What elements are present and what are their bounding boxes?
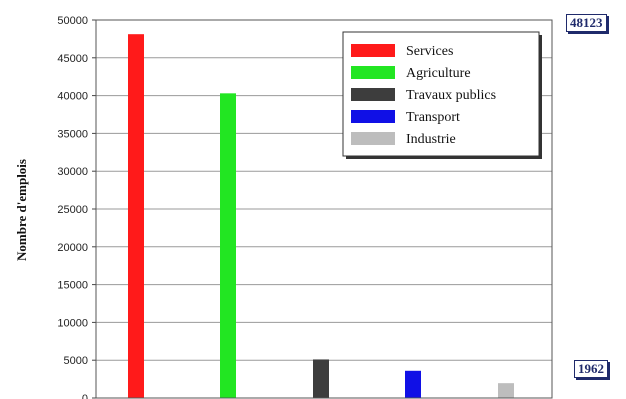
legend-swatch bbox=[351, 132, 395, 145]
legend-label: Travaux publics bbox=[406, 88, 496, 103]
y-tick-label: 20000 bbox=[57, 242, 88, 254]
y-tick-label: 35000 bbox=[57, 128, 88, 140]
y-tick-label: 5000 bbox=[64, 355, 88, 367]
bar-travaux-publics bbox=[313, 359, 329, 398]
legend-swatch bbox=[351, 88, 395, 101]
legend-swatch bbox=[351, 66, 395, 79]
bar-services bbox=[128, 34, 144, 398]
y-tick-label: 25000 bbox=[57, 204, 88, 216]
max-value-badge: 48123 bbox=[566, 14, 607, 32]
y-tick-label: 40000 bbox=[57, 91, 88, 103]
legend: Services Agriculture Travaux publics Transp… bbox=[342, 31, 542, 159]
bars bbox=[128, 34, 514, 398]
y-axis-label: Nombre d'emplois bbox=[14, 159, 29, 261]
legend-swatch bbox=[351, 44, 395, 57]
y-axis-ticks: 0 5000 10000 15000 20000 25000 30000 35000 40000… bbox=[57, 15, 96, 399]
y-tick-label: 15000 bbox=[57, 280, 88, 292]
y-tick-label: 10000 bbox=[57, 317, 88, 329]
legend-label: Transport bbox=[406, 110, 460, 125]
plot-frame bbox=[95, 19, 553, 399]
bar-agriculture bbox=[220, 93, 236, 398]
y-tick-label: 30000 bbox=[57, 166, 88, 178]
bar-industrie bbox=[498, 383, 514, 398]
y-tick-label: 0 bbox=[82, 393, 88, 399]
legend-label: Agriculture bbox=[406, 66, 471, 81]
min-value-badge: 1962 bbox=[574, 360, 608, 378]
legend-swatch bbox=[351, 110, 395, 123]
legend-label: Services bbox=[406, 44, 453, 59]
bar-transport bbox=[405, 370, 421, 398]
y-tick-label: 45000 bbox=[57, 53, 88, 65]
legend-label: Industrie bbox=[406, 132, 456, 147]
y-tick-label: 50000 bbox=[57, 15, 88, 27]
